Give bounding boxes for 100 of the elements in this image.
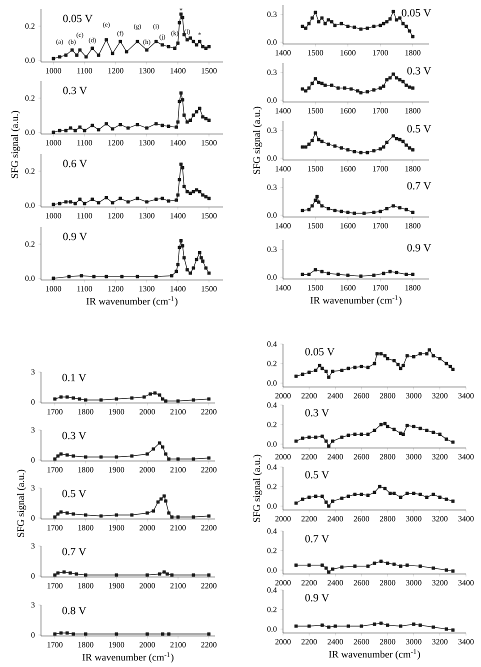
- point: [411, 210, 414, 214]
- y-tick-label: 0.0: [25, 58, 35, 64]
- point: [130, 454, 134, 458]
- x-tick-label: 1400: [170, 68, 186, 74]
- point: [320, 494, 324, 498]
- point: [70, 48, 74, 52]
- point: [352, 26, 356, 29]
- point: [174, 198, 178, 202]
- point: [385, 206, 388, 210]
- point: [118, 122, 122, 126]
- point: [411, 86, 414, 90]
- point: [404, 272, 408, 276]
- point: [451, 500, 455, 503]
- point: [378, 484, 382, 488]
- point: [359, 150, 363, 154]
- x-tick-label: 1400: [170, 213, 186, 218]
- point: [201, 193, 204, 197]
- y-tick-label: 0.0: [267, 567, 277, 573]
- point: [359, 91, 363, 94]
- x-tick-label: 2000: [275, 393, 291, 398]
- x-tick-label: 1000: [46, 140, 62, 146]
- point: [314, 77, 318, 80]
- point: [154, 40, 158, 44]
- x-tick-label: 2400: [328, 639, 343, 644]
- point: [372, 149, 376, 152]
- point: [353, 492, 357, 496]
- x-axis-title: IR wavenumber (cm$^{-1}$): [86, 296, 178, 307]
- point: [314, 494, 318, 498]
- point: [418, 352, 422, 356]
- point: [145, 126, 148, 130]
- point: [170, 515, 174, 519]
- point: [53, 397, 57, 401]
- x-tick-label: 3200: [432, 393, 448, 398]
- point: [104, 122, 108, 126]
- x-tick-label: 1700: [48, 583, 63, 588]
- point: [327, 444, 330, 448]
- annotation: 0.3 V: [63, 86, 88, 94]
- x-tick-label: 2800: [380, 580, 396, 586]
- x-tick-label: 1500: [202, 286, 217, 292]
- point: [324, 370, 328, 374]
- point: [404, 24, 408, 28]
- point: [425, 428, 428, 432]
- annotation: 0.3 V: [62, 432, 86, 440]
- point: [408, 85, 412, 89]
- y-tick-label: 0.3: [267, 70, 277, 75]
- point: [340, 496, 344, 500]
- point: [379, 560, 383, 563]
- point: [166, 44, 170, 48]
- point: [398, 432, 402, 435]
- annotation: 0.05 V: [305, 348, 335, 356]
- y-tick-label: 0.3: [267, 12, 277, 18]
- point: [180, 244, 184, 248]
- point: [154, 274, 158, 278]
- point: [366, 26, 369, 30]
- point: [176, 120, 180, 124]
- point: [53, 457, 57, 461]
- point: [64, 200, 68, 204]
- point: [307, 370, 311, 374]
- x-tick-label: 1400: [276, 50, 291, 56]
- point: [307, 436, 311, 439]
- y-tick-label: 0.4: [267, 528, 277, 534]
- point: [353, 366, 357, 370]
- point: [58, 202, 62, 206]
- x-tick-label: 1100: [77, 68, 92, 74]
- x-tick-label: 1800: [78, 525, 94, 530]
- point: [388, 492, 392, 496]
- x-tick-label: 2100: [170, 642, 186, 648]
- point: [188, 272, 192, 275]
- x-tick-label: 2400: [328, 454, 343, 460]
- point: [340, 146, 344, 150]
- point: [294, 440, 298, 443]
- point: [162, 494, 166, 498]
- point: [349, 87, 353, 91]
- x-tick-label: 1800: [405, 108, 420, 114]
- x-tick-label: 1800: [78, 409, 94, 414]
- point: [317, 20, 320, 24]
- point: [182, 184, 186, 188]
- annotation: 0.9 V: [305, 594, 330, 602]
- x-tick-label: 2200: [301, 516, 317, 522]
- point: [451, 440, 455, 444]
- point: [74, 128, 77, 132]
- point: [52, 276, 56, 280]
- x-tick-label: 1800: [405, 223, 420, 228]
- point: [398, 206, 402, 210]
- point: [352, 212, 356, 215]
- y-axis-title: SFG signal (a.u.): [252, 106, 262, 174]
- point: [90, 124, 94, 128]
- point: [300, 436, 304, 440]
- point: [207, 44, 211, 48]
- point: [418, 426, 422, 430]
- x-tick-label: 2800: [380, 393, 396, 398]
- x-tick-label: 2000: [275, 454, 291, 460]
- y-tick-label: 0.0: [267, 212, 277, 218]
- annotation: 0.05 V: [402, 9, 432, 17]
- point: [346, 24, 350, 28]
- point: [314, 268, 318, 272]
- point: [317, 200, 320, 204]
- point: [174, 126, 178, 129]
- point: [438, 432, 442, 436]
- point: [366, 564, 370, 568]
